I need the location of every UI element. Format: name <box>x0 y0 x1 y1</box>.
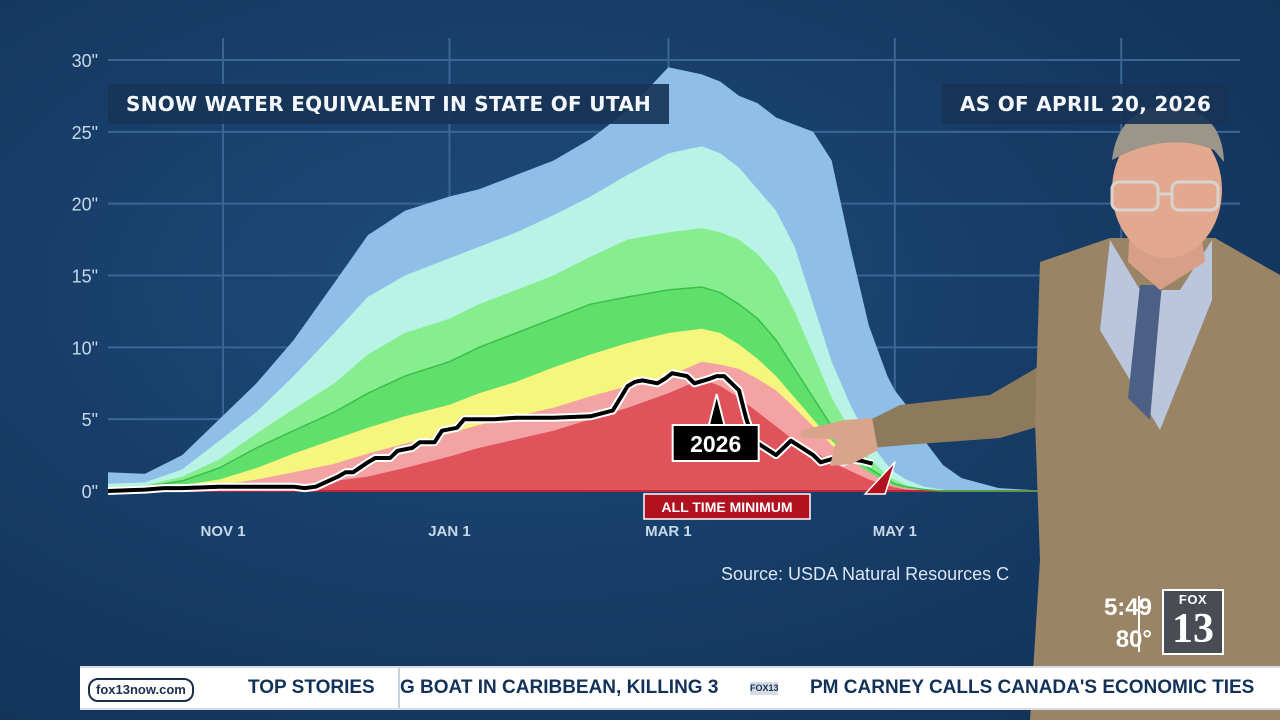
x-tick-label: MAY 1 <box>873 523 917 540</box>
presenter-head <box>1112 122 1222 258</box>
station-logo-number: 13 <box>1172 606 1214 652</box>
callout-2026-label: 2026 <box>690 431 741 457</box>
y-tick-label: 15" <box>72 267 98 287</box>
y-tick-label: 5" <box>82 410 98 430</box>
callout-2026-box <box>671 424 760 462</box>
news-ticker: fox13now.com TOP STORIES G BOAT IN CARIB… <box>80 666 1280 710</box>
chart-callouts: 2026 ALL TIME MINIMUM <box>643 393 896 520</box>
presenter-arm <box>870 360 1060 448</box>
callout-minimum-box <box>643 493 811 520</box>
presenter-hand <box>800 418 878 466</box>
median-line <box>107 286 1240 492</box>
presenter-tie <box>1128 285 1162 420</box>
time-temp-readout: 5:49 80° <box>1052 590 1152 662</box>
ticker-headline: G BOAT IN CARIBBEAN, KILLING 3 <box>400 677 719 698</box>
station-logo-word: FOX <box>1178 592 1208 607</box>
ticker-site-link[interactable]: fox13now.com <box>88 678 194 702</box>
clock-divider <box>1138 596 1140 652</box>
callout-minimum-pointer <box>863 461 896 495</box>
callout-minimum-label: ALL TIME MINIMUM <box>661 499 792 515</box>
station-logo: FOX 13 <box>1162 589 1224 655</box>
ticker-headline: PM CARNEY CALLS CANADA'S ECONOMIC TIES <box>810 677 1255 698</box>
source-note: Source: USDA Natural Resources C <box>721 564 1010 584</box>
y-tick-label: 30" <box>72 51 98 71</box>
ticker-station-bug: FOX13 <box>750 682 779 695</box>
clock-time: 5:49 <box>1103 594 1152 621</box>
current-temperature: 80° <box>1115 626 1152 653</box>
x-tick-label: MAR 1 <box>645 523 692 540</box>
presenter-glasses <box>1110 180 1220 212</box>
median-line-group <box>107 286 1240 492</box>
y-tick-label: 25" <box>72 123 98 143</box>
y-tick-label: 20" <box>72 195 98 215</box>
x-tick-label: JAN 1 <box>428 523 471 540</box>
ticker-section-label: TOP STORIES <box>248 677 375 698</box>
current-year-group <box>107 369 874 495</box>
y-tick-label: 10" <box>72 338 98 358</box>
current-year-line <box>107 371 874 493</box>
x-tick-label: NOV 1 <box>201 523 246 540</box>
y-tick-label: 0" <box>82 482 98 502</box>
chart-as-of-date: AS OF APRIL 20, 2026 <box>942 84 1230 124</box>
chart-title: SNOW WATER EQUIVALENT IN STATE OF UTAH <box>108 84 670 124</box>
ticker-divider <box>398 668 400 708</box>
